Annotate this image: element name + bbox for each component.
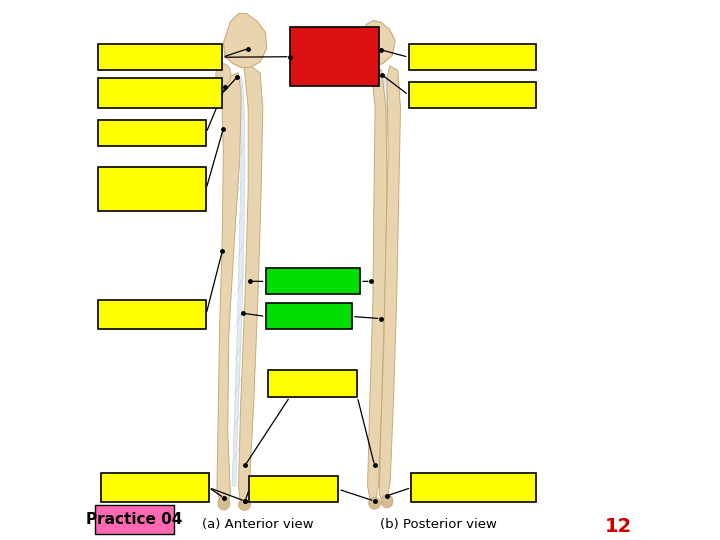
Polygon shape — [232, 76, 245, 486]
Text: (a) Anterior view: (a) Anterior view — [202, 518, 313, 531]
Ellipse shape — [381, 495, 393, 508]
Bar — [98, 78, 222, 108]
Bar — [269, 370, 357, 397]
Ellipse shape — [238, 500, 251, 510]
Bar — [411, 472, 536, 502]
Bar — [98, 300, 206, 329]
Bar — [98, 167, 206, 211]
Polygon shape — [379, 66, 400, 503]
Text: 12: 12 — [605, 517, 631, 536]
Bar — [101, 472, 209, 502]
Ellipse shape — [216, 64, 231, 85]
Polygon shape — [359, 21, 395, 66]
Polygon shape — [368, 65, 387, 503]
FancyBboxPatch shape — [95, 505, 174, 534]
Bar — [289, 27, 379, 86]
Bar — [98, 120, 206, 146]
Ellipse shape — [369, 497, 381, 509]
Polygon shape — [223, 14, 266, 68]
Bar — [409, 44, 536, 70]
Ellipse shape — [218, 497, 230, 510]
Bar — [266, 268, 360, 294]
Bar — [98, 44, 222, 70]
Polygon shape — [217, 73, 241, 505]
Text: Practice 04: Practice 04 — [86, 512, 182, 527]
Polygon shape — [375, 75, 387, 486]
Polygon shape — [238, 66, 263, 505]
Bar — [266, 303, 352, 329]
Text: (b) Posterior view: (b) Posterior view — [380, 518, 497, 531]
Bar — [409, 82, 536, 108]
Bar — [249, 476, 338, 502]
